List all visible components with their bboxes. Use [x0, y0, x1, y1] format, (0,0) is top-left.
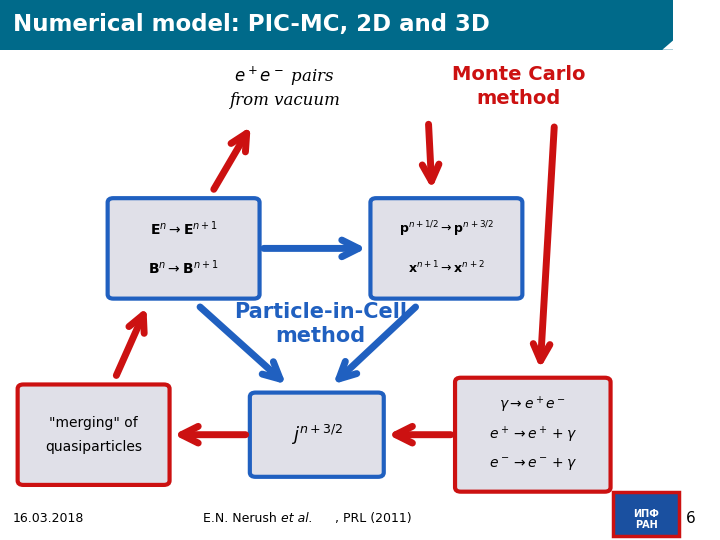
Text: $e^+ \rightarrow e^+ + \gamma$: $e^+ \rightarrow e^+ + \gamma$ [489, 424, 577, 445]
Text: $\mathbf{x}^{n+1} \rightarrow \mathbf{x}^{n+2}$: $\mathbf{x}^{n+1} \rightarrow \mathbf{x}… [408, 260, 485, 276]
Text: $\gamma \rightarrow e^+e^-$: $\gamma \rightarrow e^+e^-$ [499, 395, 567, 415]
Text: , PRL (2011): , PRL (2011) [335, 512, 411, 525]
Text: $j^{n+3/2}$: $j^{n+3/2}$ [291, 423, 343, 447]
Text: 6: 6 [686, 511, 696, 526]
Polygon shape [662, 0, 720, 50]
Text: ИПФ: ИПФ [634, 509, 659, 519]
Text: $\mathbf{B}^n \rightarrow \mathbf{B}^{n+1}$: $\mathbf{B}^n \rightarrow \mathbf{B}^{n+… [148, 259, 219, 277]
FancyBboxPatch shape [108, 198, 260, 299]
FancyBboxPatch shape [370, 198, 523, 299]
FancyBboxPatch shape [455, 378, 611, 491]
Text: quasiparticles: quasiparticles [45, 440, 142, 454]
FancyBboxPatch shape [250, 393, 384, 477]
Text: et al.: et al. [281, 512, 312, 525]
FancyBboxPatch shape [0, 0, 673, 50]
Text: $\mathbf{E}^n \rightarrow \mathbf{E}^{n+1}$: $\mathbf{E}^n \rightarrow \mathbf{E}^{n+… [150, 220, 217, 238]
Text: Numerical model: PIC-MC, 2D and 3D: Numerical model: PIC-MC, 2D and 3D [13, 14, 490, 36]
Text: 16.03.2018: 16.03.2018 [13, 512, 84, 525]
FancyBboxPatch shape [17, 384, 170, 485]
Text: "merging" of: "merging" of [49, 416, 138, 430]
Text: Particle-in-Cell
method: Particle-in-Cell method [234, 302, 407, 346]
Text: $e^+e^-$ pairs
from vacuum: $e^+e^-$ pairs from vacuum [229, 64, 340, 109]
Text: РАН: РАН [635, 520, 657, 530]
Text: $\mathbf{p}^{n+1/2} \rightarrow \mathbf{p}^{n+3/2}$: $\mathbf{p}^{n+1/2} \rightarrow \mathbf{… [399, 219, 494, 239]
Text: Monte Carlo
method: Monte Carlo method [451, 65, 585, 107]
Text: $e^- \rightarrow e^- + \gamma$: $e^- \rightarrow e^- + \gamma$ [489, 456, 577, 473]
Text: E.N. Nerush: E.N. Nerush [203, 512, 281, 525]
FancyBboxPatch shape [613, 492, 679, 536]
